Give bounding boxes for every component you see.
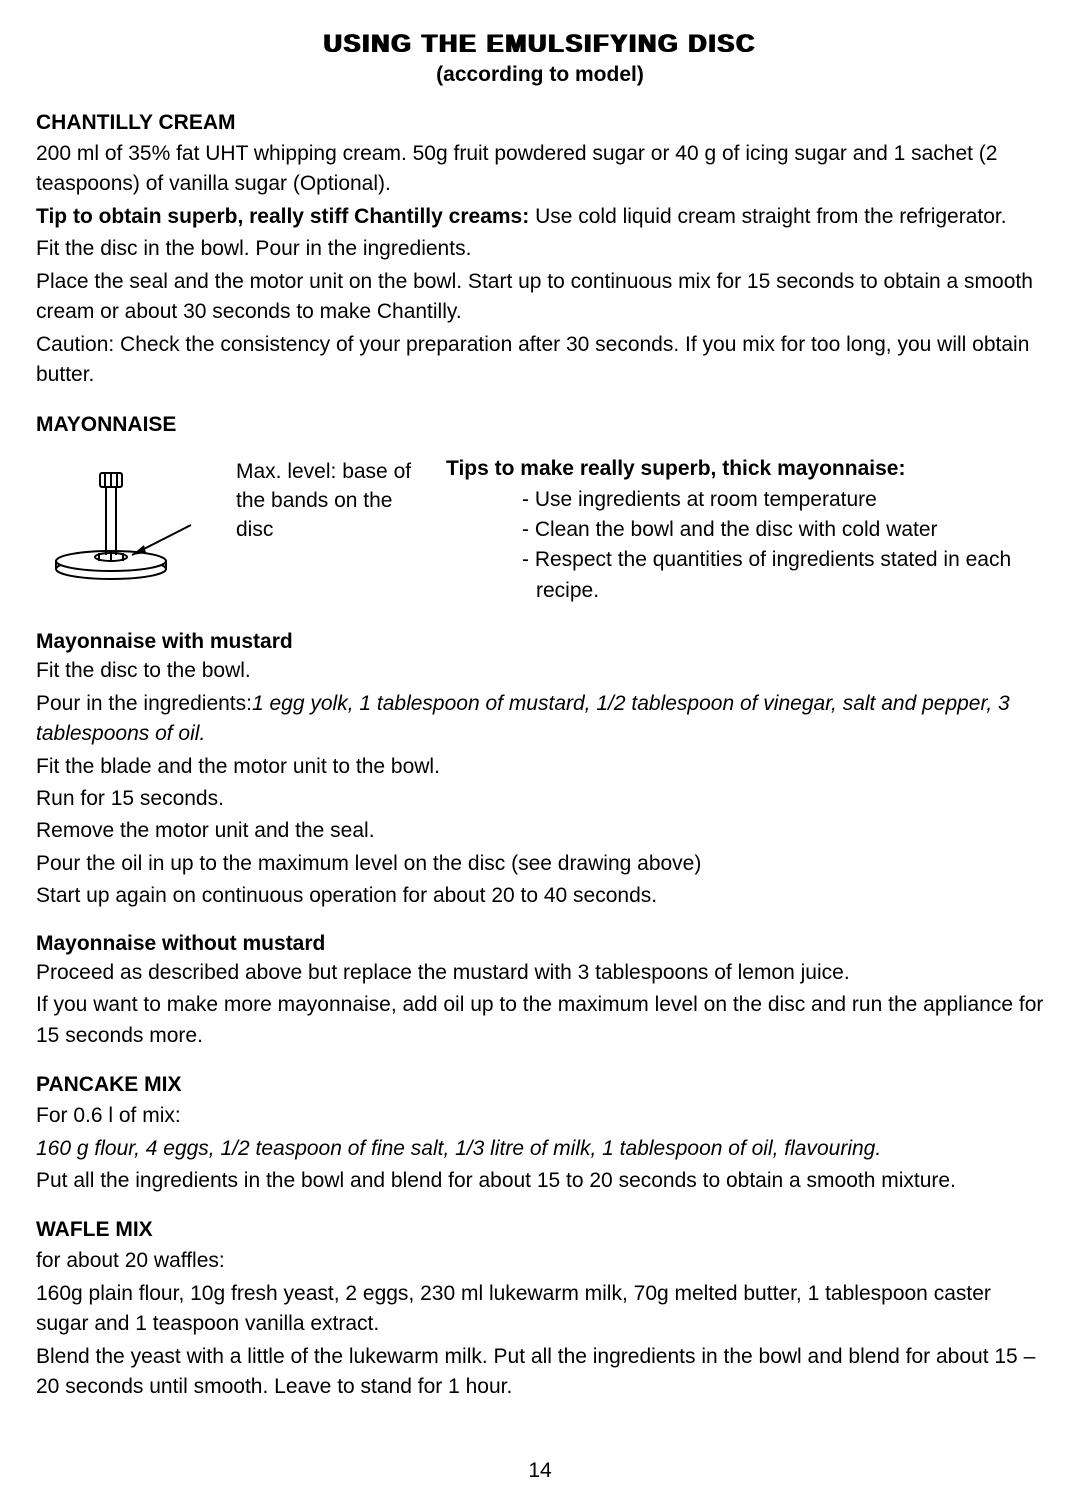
waffle-l2: 160g plain flour, 10g fresh yeast, 2 egg… [36, 1279, 1044, 1340]
chantilly-para-3: Fit the disc in the bowl. Pour in the in… [36, 234, 1044, 264]
pancake-heading: PANCAKE MIX [36, 1073, 1044, 1097]
chantilly-para-1: 200 ml of 35% fat UHT whipping cream. 50… [36, 139, 1044, 200]
pancake-l2: 160 g flour, 4 eggs, 1/2 teaspoon of fin… [36, 1134, 1044, 1164]
page-number: 14 [0, 1459, 1080, 1483]
page-subtitle: (according to model) [36, 63, 1044, 87]
mayonnaise-tips: Tips to make really superb, thick mayonn… [446, 457, 1044, 607]
page-title: USING THE EMULSIFYING DISC [36, 30, 1044, 59]
disc-caption: Max. level: base of the bands on the dis… [236, 457, 416, 607]
mayo-wm-l2a: Pour in the ingredients: [36, 692, 252, 715]
disc-icon [36, 467, 206, 587]
mayo-wm-l4: Run for 15 seconds. [36, 784, 1044, 814]
mayo-without-mustard-heading: Mayonnaise without mustard [36, 932, 1044, 956]
page: USING THE EMULSIFYING DISC (according to… [0, 0, 1080, 1511]
mayonnaise-tips-list: Use ingredients at room temperature Clea… [446, 485, 1044, 607]
waffle-heading: WAFLE MIX [36, 1218, 1044, 1242]
chantilly-heading: CHANTILLY CREAM [36, 111, 1044, 135]
mayo-wm-l1: Fit the disc to the bowl. [36, 656, 1044, 686]
chantilly-para-4: Place the seal and the motor unit on the… [36, 267, 1044, 328]
waffle-l3: Blend the yeast with a little of the luk… [36, 1342, 1044, 1403]
mayonnaise-tip-item: Respect the quantities of ingredients st… [536, 545, 1044, 606]
mayo-wm-l2: Pour in the ingredients:1 egg yolk, 1 ta… [36, 689, 1044, 750]
mayonnaise-tip-item: Use ingredients at room temperature [536, 485, 1044, 515]
mayonnaise-tips-heading: Tips to make really superb, thick mayonn… [446, 457, 1044, 481]
chantilly-tip-text: Use cold liquid cream straight from the … [535, 205, 1007, 228]
mayonnaise-figure-row: Max. level: base of the bands on the dis… [36, 457, 1044, 607]
mayo-wm-l5: Remove the motor unit and the seal. [36, 816, 1044, 846]
chantilly-tip-bold: Tip to obtain superb, really stiff Chant… [36, 205, 535, 228]
pancake-l1: For 0.6 l of mix: [36, 1101, 1044, 1131]
mayonnaise-tip-item: Clean the bowl and the disc with cold wa… [536, 515, 1044, 545]
mayonnaise-heading: MAYONNAISE [36, 413, 1044, 437]
waffle-l1: for about 20 waffles: [36, 1246, 1044, 1276]
mayo-wom-l2: If you want to make more mayonnaise, add… [36, 990, 1044, 1051]
chantilly-para-5: Caution: Check the consistency of your p… [36, 330, 1044, 391]
mayo-wm-l7: Start up again on continuous operation f… [36, 881, 1044, 911]
mayo-wm-l3: Fit the blade and the motor unit to the … [36, 752, 1044, 782]
mayo-wom-l1: Proceed as described above but replace t… [36, 958, 1044, 988]
mayo-with-mustard-heading: Mayonnaise with mustard [36, 630, 1044, 654]
chantilly-tip: Tip to obtain superb, really stiff Chant… [36, 202, 1044, 232]
pancake-l3: Put all the ingredients in the bowl and … [36, 1166, 1044, 1196]
disc-figure [36, 457, 206, 607]
mayo-wm-l6: Pour the oil in up to the maximum level … [36, 849, 1044, 879]
